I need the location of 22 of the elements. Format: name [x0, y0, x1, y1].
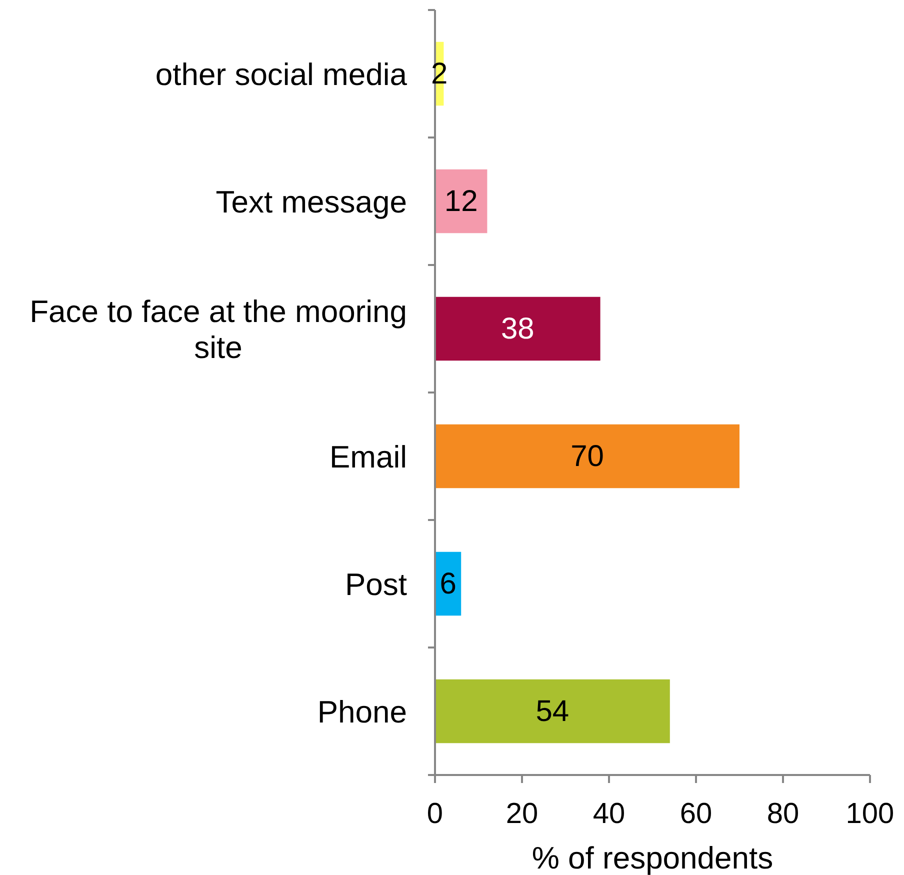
y-tick-label: Phone — [317, 694, 407, 729]
data-label: 6 — [440, 567, 456, 600]
bar — [435, 296, 600, 361]
y-tick-label: Face to face at the mooring site — [30, 293, 407, 364]
y-tick-label: Email — [329, 438, 407, 474]
x-tick-label: 80 — [766, 798, 800, 830]
x-axis-title: % of respondents — [532, 840, 774, 875]
data-label: 54 — [536, 694, 570, 728]
x-tick-label: 20 — [506, 798, 538, 830]
bar — [435, 424, 740, 488]
data-label: 70 — [570, 440, 604, 473]
x-tick-label: 0 — [426, 798, 444, 830]
y-tick-label: Post — [344, 566, 408, 602]
data-label: 12 — [444, 184, 478, 218]
data-label: 38 — [500, 312, 534, 346]
bar — [435, 679, 670, 744]
x-tick-label: 100 — [846, 798, 894, 830]
x-tick-label: 60 — [680, 798, 712, 830]
y-tick-label: Text message — [216, 184, 407, 219]
y-tick-label: other social media — [155, 56, 408, 92]
bar — [435, 169, 488, 234]
x-tick-label: 40 — [592, 798, 626, 830]
